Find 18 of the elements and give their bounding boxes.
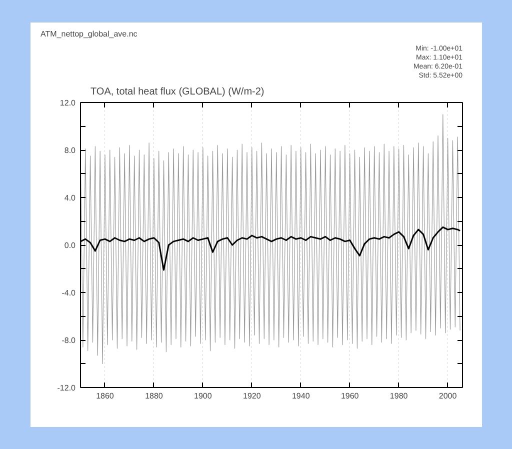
y-tick-label: 4.0 — [64, 194, 76, 202]
line-series — [80, 114, 460, 364]
x-tick-label: 1860 — [96, 392, 114, 400]
x-tick-label: 1960 — [340, 392, 360, 400]
x-tick-label: 1980 — [390, 392, 408, 400]
y-tick-label: -4.0 — [62, 288, 76, 298]
x-tick-label: 1900 — [194, 392, 212, 400]
y-tick-label: -12.0 — [57, 384, 76, 392]
chart-title: TOA, total heat flux (GLOBAL) (W/m-2) — [90, 86, 264, 98]
x-tick-label: 1880 — [145, 392, 164, 400]
x-tick-label: 2000 — [438, 392, 458, 400]
y-tick-label: 8.0 — [64, 146, 76, 155]
text: ATM_nettop_global_ave.nc — [40, 30, 138, 38]
y-tick-label: 12.0 — [60, 98, 76, 108]
x-tick-label: 1940 — [292, 392, 310, 400]
x-tick-label: 1920 — [243, 392, 262, 400]
y-tick-label: 0.0 — [64, 241, 76, 250]
y-tick-label: -8.0 — [62, 336, 76, 345]
